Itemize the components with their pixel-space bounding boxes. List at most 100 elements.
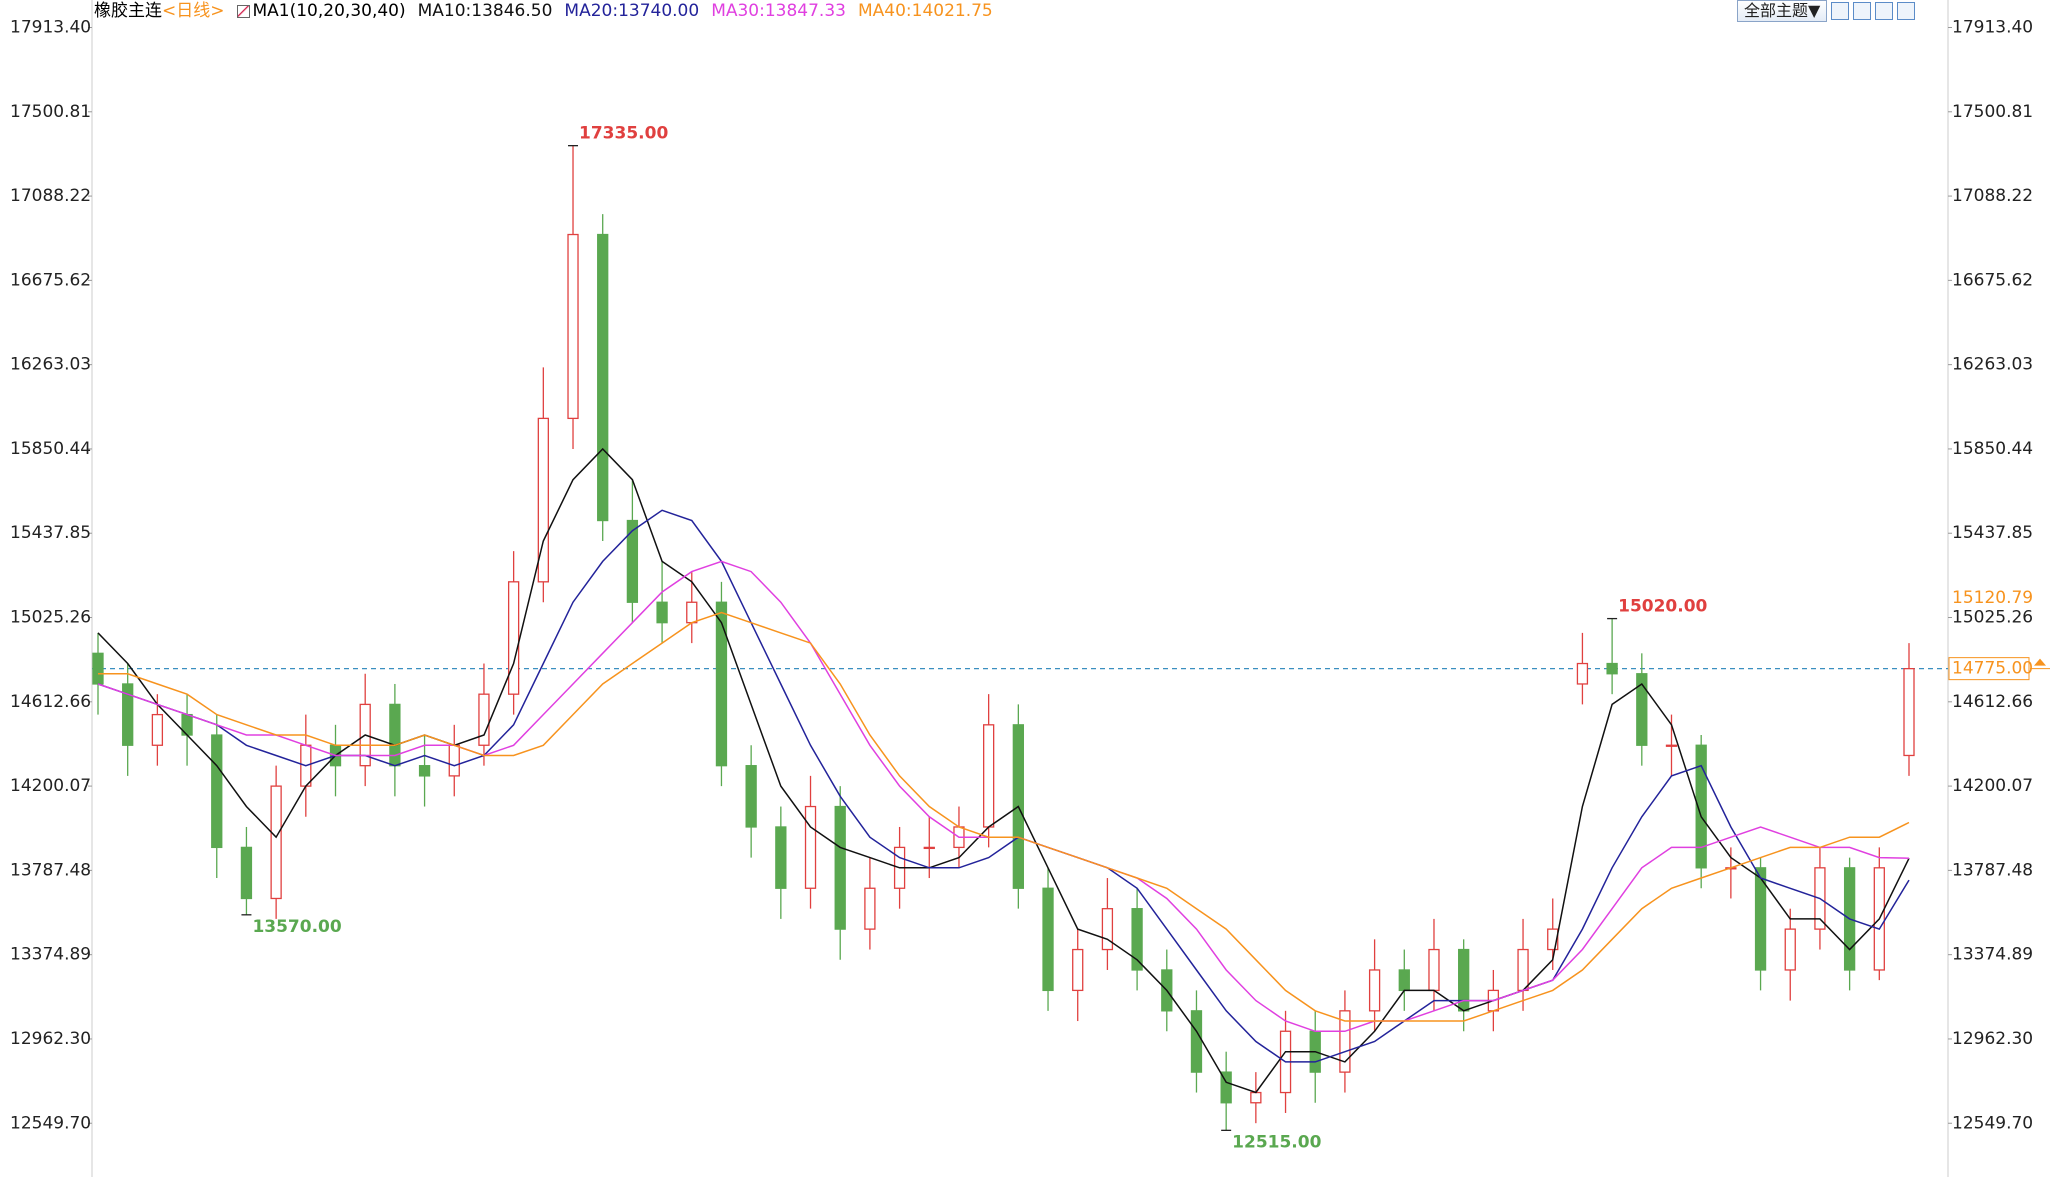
candle-body (775, 826, 787, 889)
y-tick-label: 17913.40 (10, 17, 91, 37)
candle-body (1428, 948, 1440, 992)
indicator[interactable]: MA1(10,20,30,40) (236, 0, 406, 22)
candle-body (1636, 673, 1648, 746)
candle-body (1517, 948, 1529, 992)
y-tick-label: 14200.07 (10, 776, 91, 796)
candle-body (270, 785, 282, 900)
candle-body (834, 805, 846, 930)
y-tick-label: 16675.62 (1952, 270, 2033, 290)
y-tick-label: 17913.40 (1952, 17, 2033, 37)
candle-body (1547, 928, 1559, 951)
ma-line (97, 560, 1910, 1033)
ma-line (97, 447, 1910, 1094)
y-tick-label: 15437.85 (10, 523, 91, 543)
candle-body (1042, 887, 1054, 992)
candle-body (864, 887, 876, 930)
candle-body (1131, 908, 1143, 971)
theme-button[interactable]: 全部主题▼ (1737, 0, 1828, 22)
y-tick-label: 13787.48 (1952, 860, 2033, 880)
candle-body (1190, 1010, 1203, 1073)
legend-entry: MA20:13740.00 (564, 1, 700, 21)
candle-body (745, 765, 757, 828)
y-tick-label: 15850.44 (10, 439, 91, 459)
extreme-label: 15020.00 (1618, 597, 1707, 617)
ma-line (98, 611, 1910, 1022)
y-tick-label: 12549.70 (1952, 1113, 2033, 1133)
y-tick-label: 15850.44 (1952, 439, 2033, 459)
candle-body (1220, 1071, 1232, 1104)
candle-body (478, 693, 490, 746)
last-price-box (1948, 657, 2030, 681)
candle-body (122, 683, 134, 746)
y-tick-label: 14612.66 (1952, 692, 2033, 712)
candle-body (418, 765, 431, 777)
chart-header: 橡胶主连 <日线> MA1(10,20,30,40) MA10:13846.50… (94, 0, 993, 22)
extreme-label: 12515.00 (1232, 1132, 1321, 1152)
last-price-arrow (2034, 658, 2046, 666)
candle-body (1665, 744, 1678, 747)
tool-icon[interactable] (1853, 2, 1872, 20)
y-tick-label: 16675.62 (10, 270, 91, 290)
candle-body (1368, 969, 1381, 1012)
extreme-label: 17335.00 (579, 124, 668, 144)
y-tick-label: 12549.70 (10, 1113, 91, 1133)
candle-body (804, 805, 817, 889)
tool-icon[interactable] (1875, 2, 1894, 20)
candle-body (1695, 744, 1707, 869)
period[interactable]: <日线> (162, 1, 225, 21)
legend-entry: MA30:13847.33 (711, 1, 846, 21)
indicator-icon (236, 4, 250, 18)
legend-entry: MA10:13846.50 (417, 1, 553, 21)
ma-line (97, 509, 1910, 1063)
candle-body (1339, 1010, 1351, 1073)
candle-body (1903, 667, 1915, 757)
candle-body (1072, 948, 1084, 992)
y-tick-label: 17088.22 (1952, 186, 2033, 206)
candle-body (1101, 908, 1114, 951)
candle-body (92, 652, 104, 685)
extreme-label: 13570.00 (252, 917, 341, 937)
candle-body (507, 581, 520, 695)
toolbar: 全部主题▼ (1737, 0, 1916, 22)
candle-body (656, 601, 668, 624)
candle-body (389, 703, 401, 767)
chart-title: 橡胶主连 (94, 1, 162, 21)
y-tick-label: 17088.22 (10, 186, 91, 206)
candle-body (537, 417, 549, 583)
candle-body (211, 734, 223, 849)
y-tick-label: 17500.81 (10, 102, 91, 122)
legend-entry: MA40:14021.75 (857, 1, 993, 21)
y-tick-label: 13787.48 (10, 860, 91, 880)
last-price-label: 14775.00 (1952, 659, 2033, 679)
y-tick-label: 15437.85 (1952, 523, 2033, 543)
right-marker-label: 15120.79 (1952, 588, 2033, 608)
candle-body (1784, 928, 1796, 971)
candle-body (923, 846, 935, 850)
y-tick-label: 12962.30 (10, 1029, 91, 1049)
y-tick-label: 12962.30 (1952, 1029, 2033, 1049)
candle-body (151, 713, 164, 746)
candle-body (1606, 662, 1618, 675)
y-tick-label: 13374.89 (1952, 945, 2033, 965)
y-tick-label: 14200.07 (1952, 776, 2033, 796)
candle-body (686, 601, 698, 624)
candle-body (983, 724, 995, 828)
candle-body (715, 601, 728, 767)
y-tick-label: 15025.26 (10, 608, 91, 628)
y-tick-label: 14612.66 (10, 692, 91, 712)
candle-body (567, 233, 579, 420)
candle-body (597, 233, 609, 522)
candle-body (1754, 867, 1767, 971)
candle-body (626, 519, 639, 603)
tool-icon[interactable] (1897, 2, 1916, 20)
indicator-name: MA1(10,20,30,40) (252, 1, 406, 21)
candle-body (448, 744, 460, 777)
y-tick-label: 15025.26 (1952, 608, 2033, 628)
y-tick-label: 17500.81 (1952, 102, 2033, 122)
tool-icon[interactable] (1831, 2, 1850, 20)
y-tick-label: 16263.03 (10, 355, 91, 375)
candle-body (240, 846, 253, 900)
y-tick-label: 13374.89 (10, 945, 91, 965)
